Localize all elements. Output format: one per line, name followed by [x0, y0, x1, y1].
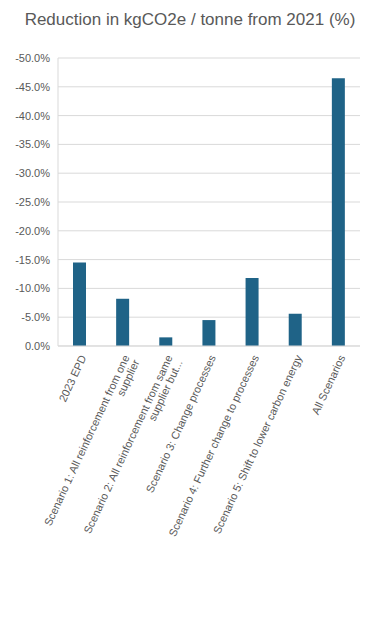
svg-text:-20.0%: -20.0% — [15, 225, 50, 237]
svg-text:-15.0%: -15.0% — [15, 254, 50, 266]
svg-text:Scenario 4: Further change to: Scenario 4: Further change to processes — [166, 353, 261, 539]
svg-text:0.0%: 0.0% — [25, 340, 50, 352]
svg-text:-25.0%: -25.0% — [15, 196, 50, 208]
svg-text:-30.0%: -30.0% — [15, 167, 50, 179]
svg-text:-45.0%: -45.0% — [15, 81, 50, 93]
svg-text:Scenario 5: Shift to lower car: Scenario 5: Shift to lower carbon energy — [211, 353, 305, 536]
svg-text:-40.0%: -40.0% — [15, 110, 50, 122]
svg-text:2023 EPD: 2023 EPD — [56, 353, 88, 404]
svg-text:-50.0%: -50.0% — [15, 52, 50, 64]
svg-text:All Scenarios: All Scenarios — [309, 353, 347, 417]
svg-text:-5.0%: -5.0% — [21, 311, 50, 323]
svg-text:-35.0%: -35.0% — [15, 138, 50, 150]
svg-text:-10.0%: -10.0% — [15, 282, 50, 294]
